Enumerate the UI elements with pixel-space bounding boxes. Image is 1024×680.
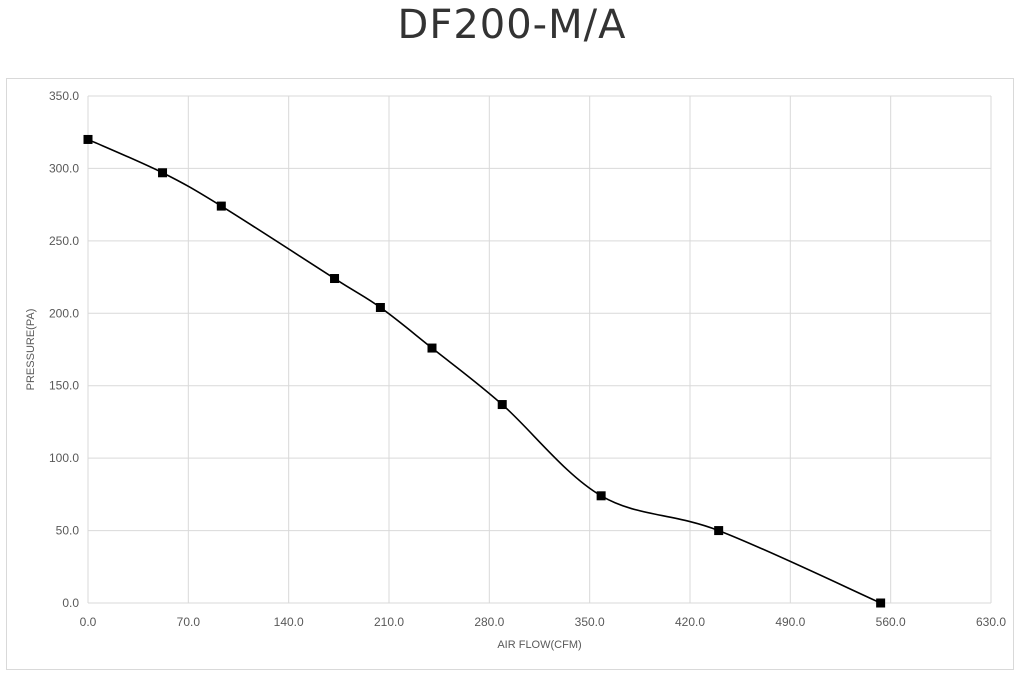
x-axis-title: AIR FLOW(CFM) [497,639,581,651]
y-tick-label: 0.0 [62,596,79,610]
y-tick-label: 150.0 [49,379,79,393]
series-line [87,138,881,604]
data-point-marker [497,400,507,410]
y-tick-label: 250.0 [49,234,79,248]
y-tick-label: 100.0 [49,451,79,465]
data-point-marker [876,598,886,608]
data-point-marker [216,201,226,211]
data-point-marker [596,491,606,501]
data-point-marker [83,134,93,144]
series-layer [83,134,886,608]
x-tick-label: 210.0 [374,615,404,629]
chart-title: DF200-M/A [397,2,627,48]
x-tick-label: 70.0 [177,615,201,629]
y-tick-label: 350.0 [49,89,79,103]
data-point-marker [158,168,168,178]
x-tick-label: 0.0 [80,615,97,629]
chart-frame [6,78,1014,670]
y-tick-label: 200.0 [49,306,79,320]
data-point-marker [375,302,385,312]
data-point-marker [427,343,437,353]
x-tick-label: 140.0 [274,615,304,629]
y-tick-label: 50.0 [56,524,80,538]
x-axis-ticks: 0.0 70.0 140.0 210.0 280.0 350.0 420.0 490.0 560… [80,615,1007,629]
grid-lines [87,95,992,604]
y-tick-label: 300.0 [49,161,79,175]
x-tick-label: 630.0 [976,615,1006,629]
y-axis-title: PRESSURE(PA) [25,309,37,391]
x-tick-label: 490.0 [775,615,805,629]
y-axis-ticks: 0.0 50.0 100.0 150.0 200.0 250.0 300.0 350.0 [49,89,79,610]
data-point-marker [330,274,340,284]
data-point-marker [714,526,724,536]
x-tick-label: 560.0 [876,615,906,629]
x-tick-label: 350.0 [575,615,605,629]
x-tick-label: 280.0 [474,615,504,629]
x-tick-label: 420.0 [675,615,705,629]
